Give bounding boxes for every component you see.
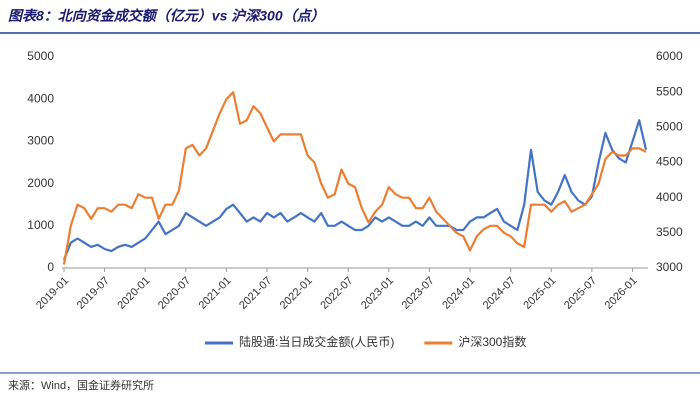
x-tick-label: 2025-01 [521,275,558,312]
x-tick-label: 2024-07 [481,275,518,312]
y-tick-label: 5000 [27,49,54,63]
y2-tick-label: 4500 [656,155,683,169]
x-tick-label: 2019-01 [34,275,71,312]
series-line [62,119,648,261]
x-tick-label: 2025-07 [562,275,599,312]
y-tick-label: 1000 [27,218,54,232]
x-tick-label: 2023-07 [400,275,437,312]
x-tick-label: 2022-07 [318,275,355,312]
y-tick-label: 4000 [27,91,54,105]
y2-tick-label: 5500 [656,84,683,98]
source: 来源：Wind，国金证券研究所 [8,378,154,392]
y2-tick-label: 3500 [656,225,683,239]
x-tick-label: 2024-01 [440,275,477,312]
y2-tick-label: 5000 [656,120,683,134]
x-tick-label: 2023-01 [359,275,396,312]
y-tick-label: 0 [47,260,54,274]
series-line [62,91,647,265]
x-tick-label: 2022-01 [278,275,315,312]
y-tick-label: 3000 [27,134,54,148]
x-tick-label: 2020-01 [115,275,152,312]
x-tick-label: 2026-01 [603,275,640,312]
x-tick-label: 2021-01 [197,275,234,312]
x-tick-label: 2019-07 [75,275,112,312]
y-tick-label: 2000 [27,176,54,190]
y2-tick-label: 3000 [656,260,683,274]
chart-title: 图表8：北向资金成交额（亿元）vs 沪深300（点） [8,8,325,24]
legend-label: 沪深300指数 [458,334,526,349]
y2-tick-label: 6000 [656,49,683,63]
x-tick-label: 2020-07 [156,275,193,312]
y2-tick-label: 4000 [656,190,683,204]
x-tick-label: 2021-07 [237,275,274,312]
legend-label: 陆股通:当日成交金额(人民币) [239,334,394,349]
